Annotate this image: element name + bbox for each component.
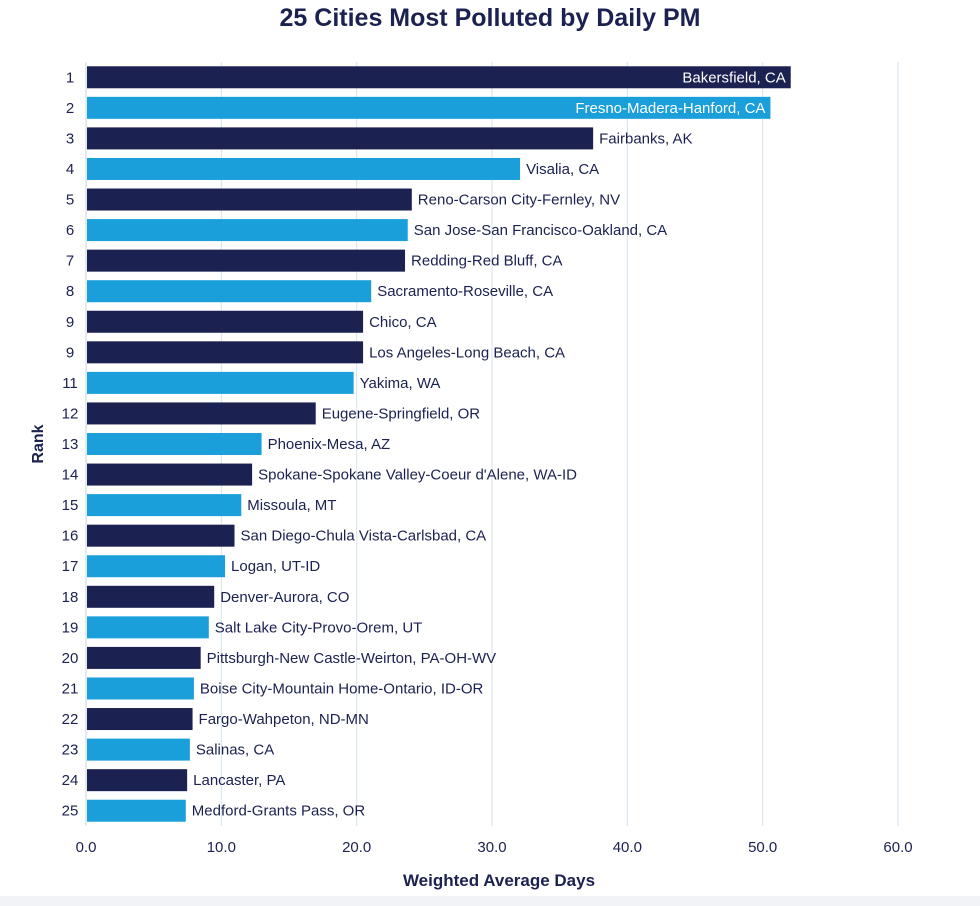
rank-label: 15 xyxy=(62,497,79,514)
bar-label: Los Angeles-Long Beach, CA xyxy=(369,344,565,361)
bar-label: Spokane-Spokane Valley-Coeur d'Alene, WA… xyxy=(258,467,577,484)
bar xyxy=(87,249,406,272)
bottom-band xyxy=(0,896,980,906)
bar-label: Visalia, CA xyxy=(526,161,599,178)
bar xyxy=(87,738,190,761)
bar xyxy=(87,280,372,303)
bar xyxy=(87,799,186,822)
bar xyxy=(87,463,253,486)
chart-title: 25 Cities Most Polluted by Daily PM xyxy=(279,4,701,32)
bar xyxy=(87,371,354,394)
rank-label: 25 xyxy=(62,803,79,820)
rank-label: 23 xyxy=(62,742,79,759)
rank-label: 5 xyxy=(66,192,74,209)
bar-label: Pittsburgh-New Castle-Weirton, PA-OH-WV xyxy=(207,650,497,667)
rank-label: 11 xyxy=(62,375,78,392)
x-tick-label: 30.0 xyxy=(477,839,506,856)
rank-label: 4 xyxy=(66,161,74,178)
bar xyxy=(87,494,242,517)
rank-label: 8 xyxy=(66,283,74,300)
bar-label: Sacramento-Roseville, CA xyxy=(377,283,553,300)
rank-label: 1 xyxy=(66,69,74,86)
bar xyxy=(87,219,408,242)
bar-label: Fresno-Madera-Hanford, CA xyxy=(575,100,765,117)
rank-label: 2 xyxy=(66,100,74,117)
bar xyxy=(87,127,594,150)
bar-label: Chico, CA xyxy=(369,314,437,331)
bar-label: Yakima, WA xyxy=(360,375,441,392)
bar xyxy=(87,402,316,425)
bar xyxy=(87,524,235,547)
rank-label: 9 xyxy=(66,344,74,361)
bar xyxy=(87,585,215,608)
bar-label: San Jose-San Francisco-Oakland, CA xyxy=(414,222,667,239)
bar-label: Lancaster, PA xyxy=(193,772,285,789)
bar xyxy=(87,310,364,333)
x-tick-label: 40.0 xyxy=(613,839,642,856)
rank-label: 7 xyxy=(66,253,74,270)
bar xyxy=(87,157,521,180)
bar-label: Phoenix-Mesa, AZ xyxy=(268,436,391,453)
bar xyxy=(87,341,364,364)
bar-label: Logan, UT-ID xyxy=(231,558,320,575)
bar-label: San Diego-Chula Vista-Carlsbad, CA xyxy=(241,528,487,545)
rank-label: 13 xyxy=(62,436,79,453)
bar xyxy=(87,646,201,669)
rank-label: 17 xyxy=(62,558,79,575)
bar xyxy=(87,677,194,700)
rank-label: 20 xyxy=(62,650,79,667)
bar-label: Fargo-Wahpeton, ND-MN xyxy=(199,711,369,728)
x-tick-label: 0.0 xyxy=(76,839,97,856)
bar-label: Medford-Grants Pass, OR xyxy=(192,803,366,820)
x-tick-label: 50.0 xyxy=(748,839,777,856)
y-axis-title: Rank xyxy=(30,424,47,463)
rank-label: 12 xyxy=(62,405,79,422)
bar-label: Denver-Aurora, CO xyxy=(220,589,349,606)
bar-label: Missoula, MT xyxy=(247,497,336,514)
rank-label: 16 xyxy=(62,528,79,545)
bar-label: Salinas, CA xyxy=(196,742,274,759)
x-axis-title: Weighted Average Days xyxy=(403,871,595,890)
bar-label: Salt Lake City-Provo-Orem, UT xyxy=(215,619,423,636)
bar xyxy=(87,96,771,119)
bar-label: Bakersfield, CA xyxy=(682,69,785,86)
bar xyxy=(87,66,791,89)
bar-label: Redding-Red Bluff, CA xyxy=(411,253,562,270)
rank-label: 6 xyxy=(66,222,74,239)
rank-label: 3 xyxy=(66,130,74,147)
rank-label: 9 xyxy=(66,314,74,331)
rank-label: 19 xyxy=(62,619,79,636)
bar-label: Reno-Carson City-Fernley, NV xyxy=(418,192,620,209)
rank-label: 22 xyxy=(62,711,79,728)
x-tick-label: 60.0 xyxy=(883,839,912,856)
x-tick-label: 20.0 xyxy=(342,839,371,856)
bar xyxy=(87,188,412,211)
bar-label: Fairbanks, AK xyxy=(599,130,692,147)
bar-label: Eugene-Springfield, OR xyxy=(322,405,481,422)
rank-label: 21 xyxy=(62,680,79,697)
bar xyxy=(87,616,209,639)
bar-label: Boise City-Mountain Home-Ontario, ID-OR xyxy=(200,680,484,697)
rank-label: 14 xyxy=(62,467,79,484)
bar xyxy=(87,555,226,578)
bar xyxy=(87,769,188,792)
rank-label: 24 xyxy=(62,772,79,789)
x-tick-label: 10.0 xyxy=(207,839,236,856)
rank-label: 18 xyxy=(62,589,79,606)
bar xyxy=(87,708,193,731)
bar xyxy=(87,432,262,456)
